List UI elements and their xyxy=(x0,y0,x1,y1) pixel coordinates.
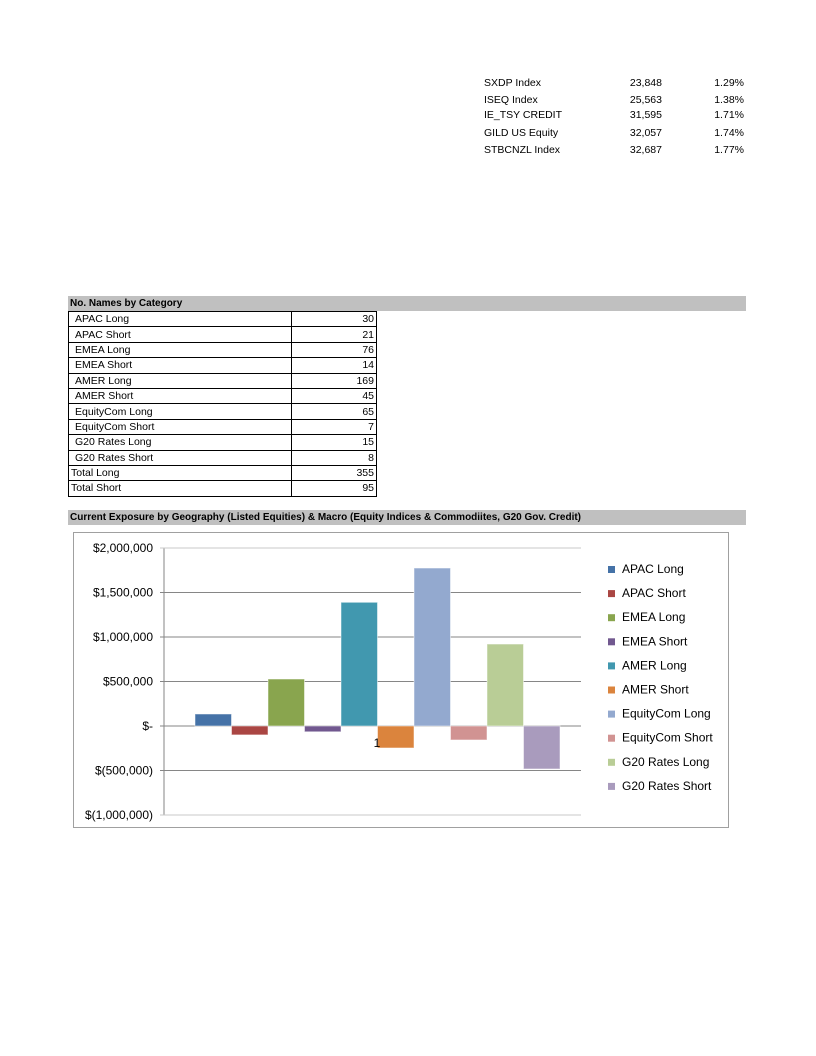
category-label: AMER Long xyxy=(68,372,292,389)
category-count: 65 xyxy=(291,403,377,420)
category-label: EquityCom Short xyxy=(68,418,292,436)
legend-label: G20 Rates Long xyxy=(622,755,709,769)
y-tick-label: $- xyxy=(142,719,153,733)
category-label: Total Short xyxy=(68,480,292,497)
ticker-pct: 1.38% xyxy=(714,94,744,106)
table-row: EquityCom Short 7 xyxy=(68,418,377,436)
category-label: APAC Long xyxy=(68,310,292,328)
legend-swatch xyxy=(608,662,615,670)
category-count: 7 xyxy=(291,418,377,436)
ticker-pct: 1.77% xyxy=(714,144,744,156)
legend-label: EquityCom Long xyxy=(622,707,711,721)
names-section-header: No. Names by Category xyxy=(68,296,746,311)
table-row: APAC Short 21 xyxy=(68,326,377,343)
legend-label: APAC Long xyxy=(622,562,684,576)
table-row: AMER Short 45 xyxy=(68,387,377,405)
names-by-category-table: APAC Long 30 APAC Short 21 EMEA Long 76 EMEA S… xyxy=(68,310,377,497)
category-label: APAC Short xyxy=(68,326,292,343)
legend-swatch xyxy=(608,782,615,790)
table-row: EMEA Short 14 xyxy=(68,357,377,374)
category-count: 21 xyxy=(291,326,377,343)
ticker-pct: 1.71% xyxy=(714,109,744,121)
legend-swatch xyxy=(608,734,615,742)
category-label: EquityCom Long xyxy=(68,403,292,420)
category-count: 14 xyxy=(291,357,377,374)
bar-amer-long xyxy=(340,601,378,727)
category-count: 355 xyxy=(291,464,377,482)
category-label: EMEA Long xyxy=(68,341,292,359)
ticker-value: 31,595 xyxy=(629,109,662,121)
category-count: 45 xyxy=(291,387,377,405)
bar-emea-short xyxy=(304,725,342,733)
ticker-pct: 1.29% xyxy=(714,77,744,89)
exposure-chart-svg: $2,000,000 $1,500,000 $1,000,000 $500,000 $-… xyxy=(85,541,713,822)
category-count: 76 xyxy=(291,341,377,359)
y-tick-label: $(1,000,000) xyxy=(85,808,153,822)
legend-swatch xyxy=(608,566,615,573)
category-label: EMEA Short xyxy=(68,357,292,374)
ticker-name: GILD US Equity xyxy=(484,127,559,139)
bar-equitycom-long xyxy=(413,567,451,727)
ticker-value: 25,563 xyxy=(629,94,662,106)
bar-equitycom-short xyxy=(450,725,488,741)
category-label: AMER Short xyxy=(68,387,292,405)
category-count: 30 xyxy=(291,310,377,328)
legend-label: EMEA Short xyxy=(622,634,688,648)
table-row: G20 Rates Short 8 xyxy=(68,449,377,466)
category-label: Total Long xyxy=(68,464,292,482)
ticker-value: 32,687 xyxy=(629,144,662,156)
legend-swatch xyxy=(608,614,615,622)
y-tick-label: $500,000 xyxy=(103,675,153,689)
bar-g20-rates-long xyxy=(486,643,524,727)
legend-label: AMER Short xyxy=(622,683,689,697)
legend-swatch xyxy=(608,638,615,646)
y-tick-label: $1,500,000 xyxy=(93,586,153,600)
y-tick-label: $1,000,000 xyxy=(93,630,153,644)
table-row: Total Long 355 xyxy=(68,464,377,482)
table-row: EMEA Long 76 xyxy=(68,341,377,359)
legend-label: AMER Long xyxy=(622,658,687,672)
category-label: G20 Rates Long xyxy=(68,434,292,451)
table-row: G20 Rates Long 15 xyxy=(68,434,377,451)
bar-apac-long xyxy=(194,713,232,727)
ticker-value: 32,057 xyxy=(629,127,662,139)
legend-label: APAC Short xyxy=(622,586,686,600)
legend-swatch xyxy=(608,758,615,766)
table-row: APAC Long 30 xyxy=(68,310,377,328)
bar-apac-short xyxy=(231,725,269,736)
table-row: Total Short 95 xyxy=(68,480,377,497)
legend-label: EMEA Long xyxy=(622,610,685,624)
table-row: EquityCom Long 65 xyxy=(68,403,377,420)
ticker-name: IE_TSY CREDIT xyxy=(484,109,562,121)
category-count: 95 xyxy=(291,480,377,497)
category-count: 15 xyxy=(291,434,377,451)
bar-amer-short xyxy=(377,725,415,749)
ticker-value: 23,848 xyxy=(629,77,662,89)
legend-label: G20 Rates Short xyxy=(622,779,712,793)
ticker-name: STBCNZL Index xyxy=(484,144,561,156)
ticker-name: SXDP Index xyxy=(484,77,542,89)
bar-g20-rates-short xyxy=(523,725,561,770)
y-tick-label: $(500,000) xyxy=(95,764,153,778)
ticker-pct: 1.74% xyxy=(714,127,744,139)
table-row: AMER Long 169 xyxy=(68,372,377,389)
exposure-chart: $2,000,000 $1,500,000 $1,000,000 $500,000 $-… xyxy=(73,532,729,828)
legend-label: EquityCom Short xyxy=(622,731,713,745)
y-tick-label: $2,000,000 xyxy=(93,541,153,555)
legend-swatch xyxy=(608,590,615,598)
category-count: 169 xyxy=(291,372,377,389)
bar-emea-long xyxy=(267,678,305,727)
exposure-section-header: Current Exposure by Geography (Listed Eq… xyxy=(68,510,746,525)
x-tick-label: 1 xyxy=(374,736,381,750)
category-count: 8 xyxy=(291,449,377,466)
legend-swatch xyxy=(608,686,615,694)
category-label: G20 Rates Short xyxy=(68,449,292,466)
ticker-name: ISEQ Index xyxy=(484,94,538,106)
legend-swatch xyxy=(608,710,615,718)
